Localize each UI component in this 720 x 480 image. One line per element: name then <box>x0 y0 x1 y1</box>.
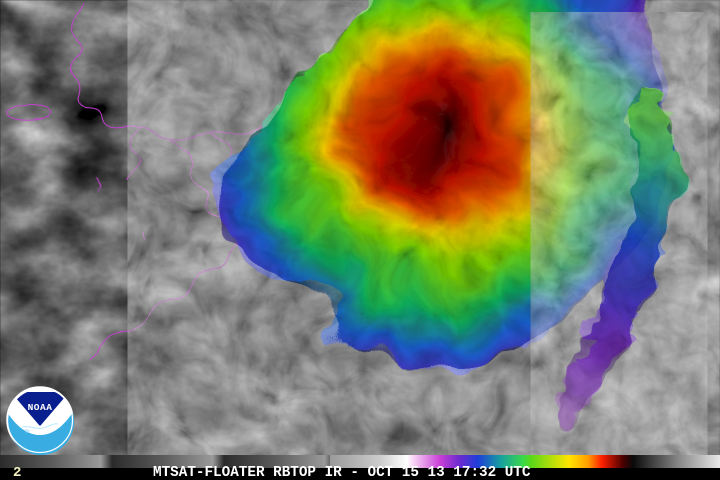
svg-text:NOAA: NOAA <box>28 402 53 413</box>
